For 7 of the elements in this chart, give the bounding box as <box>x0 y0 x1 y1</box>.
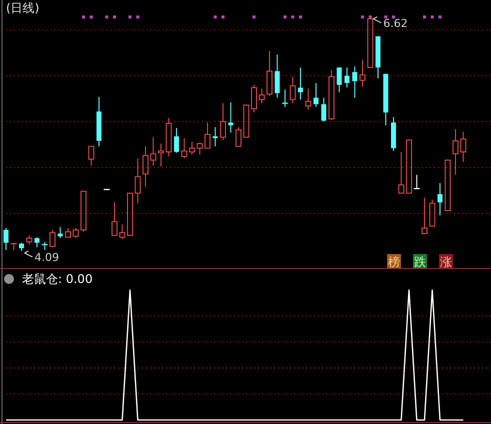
text: 涨 <box>440 255 452 269</box>
chart-title: 老鼠仓: 0.00 <box>22 272 93 286</box>
chart-title: (日线) <box>6 1 40 15</box>
text: 跌 <box>414 255 426 269</box>
annotation: 4.09 <box>34 251 59 264</box>
text: 榜 <box>388 255 400 269</box>
annotation: 6.62 <box>383 16 408 30</box>
